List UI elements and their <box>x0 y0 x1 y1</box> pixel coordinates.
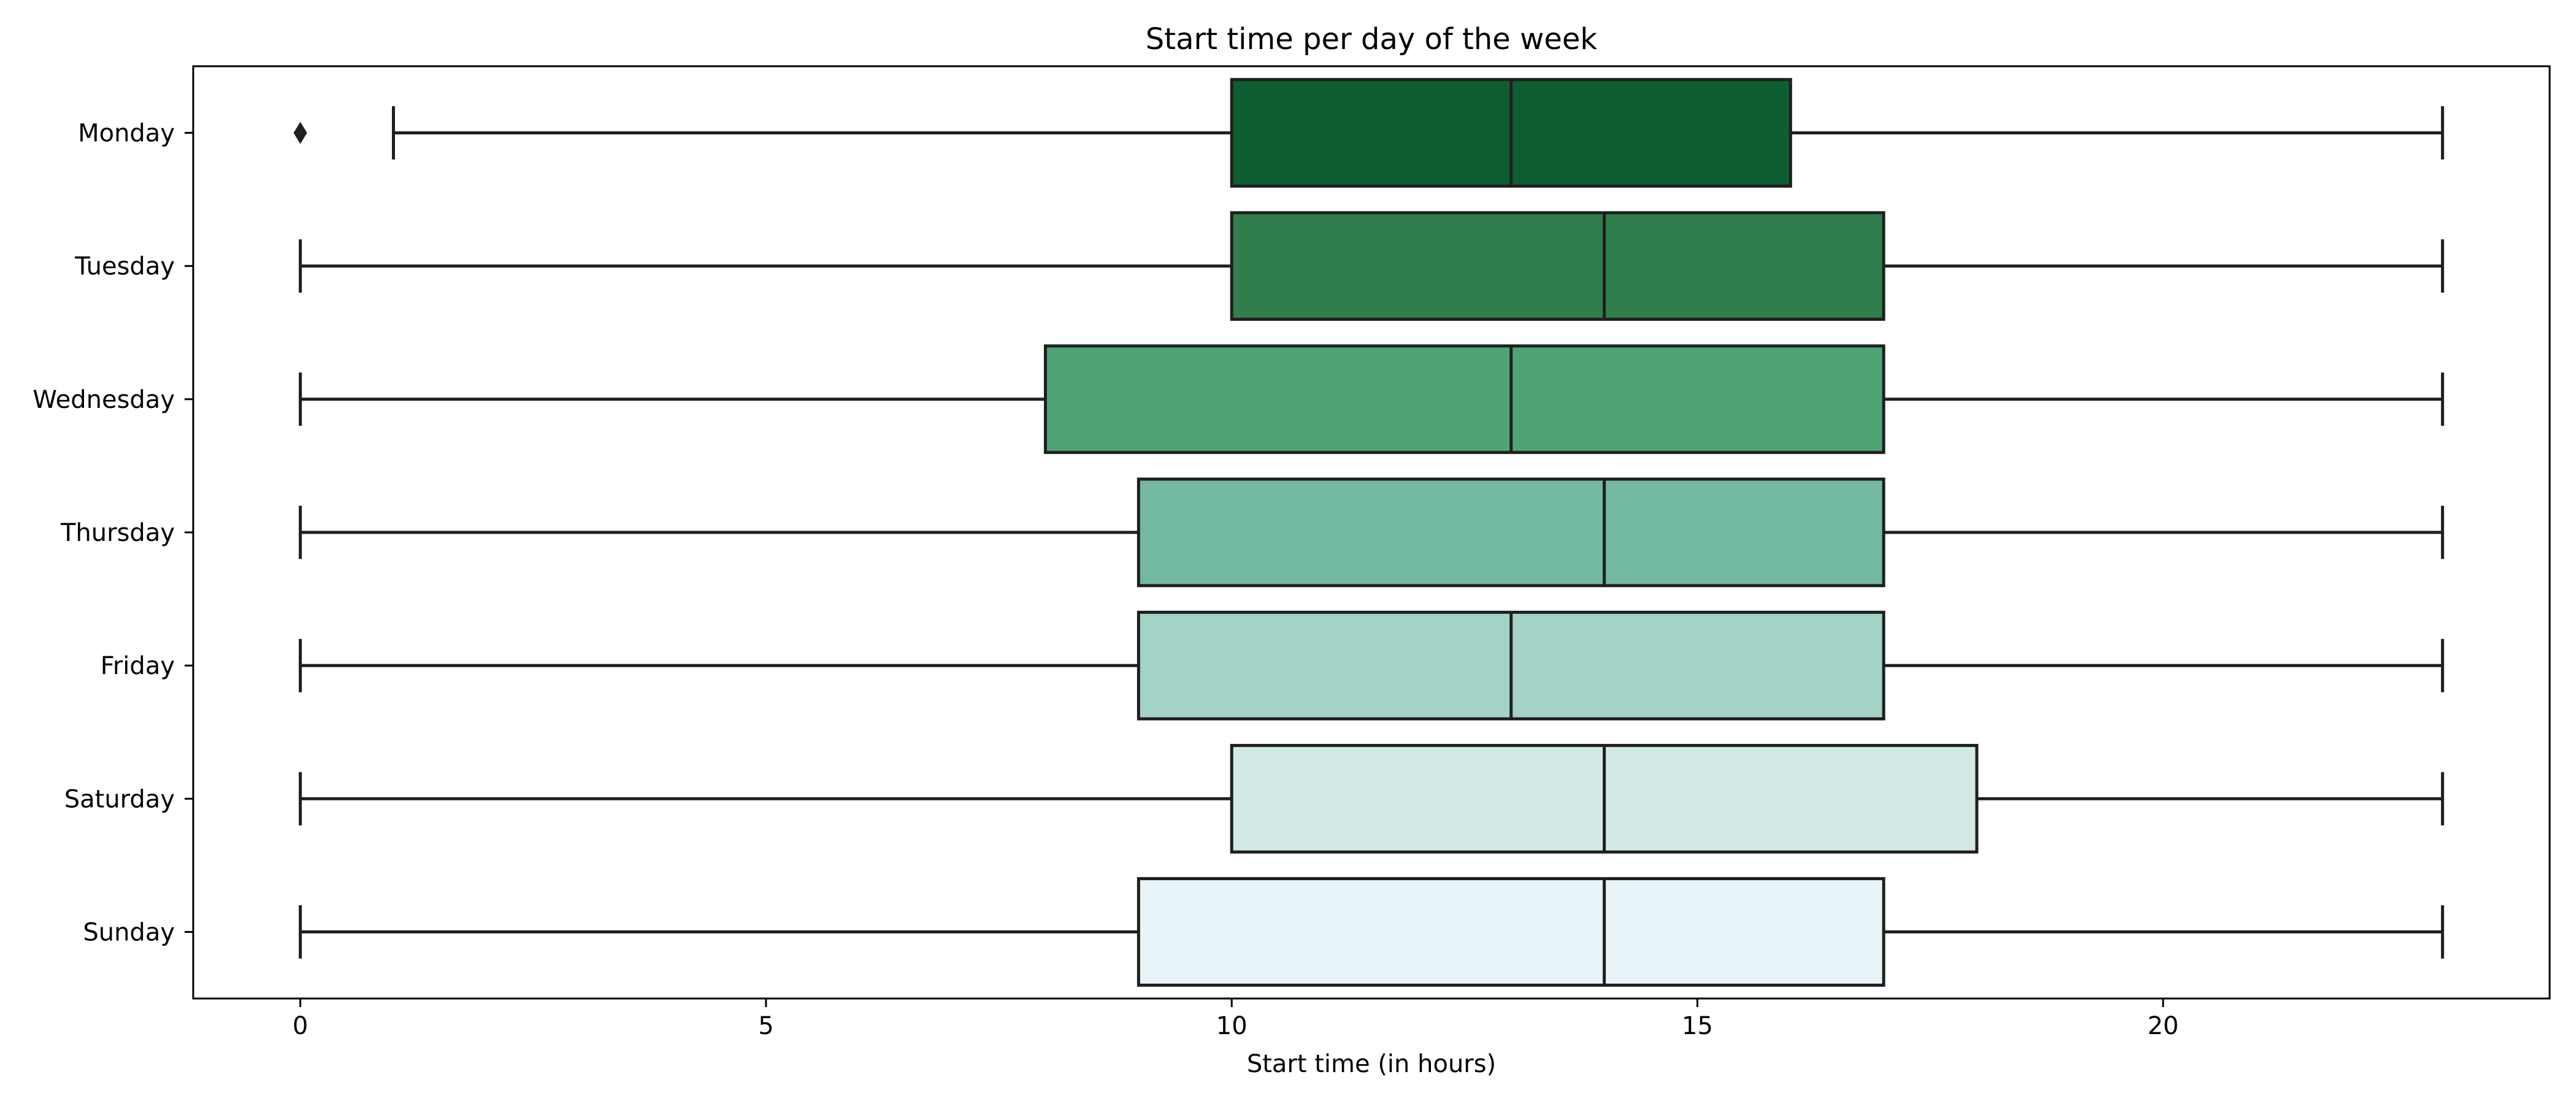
box-group-thursday <box>299 477 2444 588</box>
y-axis: Monday Tuesday Wednesday Thursday Friday Satu… <box>33 120 193 946</box>
box-group-saturday <box>299 743 2444 854</box>
box-group-wednesday <box>299 344 2444 454</box>
x-tick-label: 10 <box>1216 1012 1248 1040</box>
plot-area <box>192 65 2551 1000</box>
y-tick-label: Thursday <box>60 519 175 547</box>
box-iqr <box>1137 477 1885 588</box>
y-tick-label: Saturday <box>64 785 175 813</box>
box-group-friday <box>299 610 2444 721</box>
box-group-tuesday <box>299 211 2444 321</box>
box-iqr <box>1043 344 1885 454</box>
y-tick-label: Friday <box>101 652 175 680</box>
box-group-sunday <box>299 877 2444 987</box>
y-tick-label: Tuesday <box>74 253 175 281</box>
x-tick-label: 5 <box>758 1012 773 1040</box>
x-axis: 0 5 10 15 20 <box>293 999 2179 1040</box>
outlier-marker <box>293 121 307 144</box>
x-tick-label: 0 <box>293 1012 308 1040</box>
y-tick-label: Sunday <box>83 918 175 946</box>
chart-title: Start time per day of the week <box>1146 22 1598 56</box>
x-axis-label: Start time (in hours) <box>1247 1050 1496 1078</box>
box-group-monday <box>293 78 2444 188</box>
x-tick-label: 20 <box>2147 1012 2179 1040</box>
y-tick-label: Wednesday <box>33 386 175 414</box>
box-iqr <box>1137 877 1885 987</box>
box-iqr <box>1230 211 1885 321</box>
x-tick-label: 15 <box>1682 1012 1713 1040</box>
y-tick-label: Monday <box>78 120 175 148</box>
